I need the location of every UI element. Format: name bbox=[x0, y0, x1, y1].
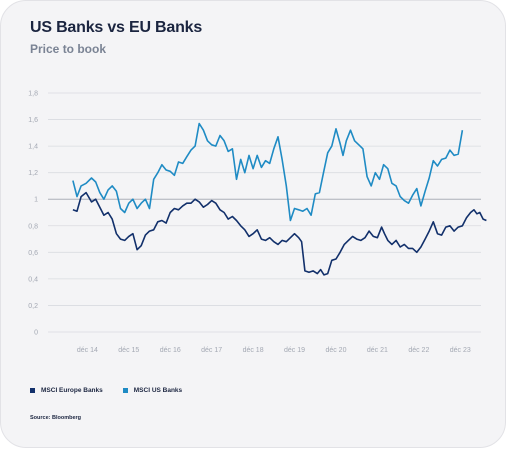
y-tick-label: 0,4 bbox=[28, 276, 38, 283]
y-tick-label: 1 bbox=[34, 197, 38, 204]
x-tick-label: déc 14 bbox=[77, 347, 98, 354]
legend-label-us: MSCI US Banks bbox=[133, 387, 183, 394]
chart-title: US Banks vs EU Banks bbox=[30, 19, 203, 36]
x-tick-label: déc 20 bbox=[325, 347, 346, 354]
x-tick-label: déc 22 bbox=[408, 347, 429, 354]
x-tick-label: déc 15 bbox=[118, 347, 139, 354]
legend-label-europe: MSCI Europe Banks bbox=[41, 387, 103, 394]
y-tick-label: 0,2 bbox=[28, 303, 38, 310]
x-tick-label: déc 23 bbox=[450, 347, 471, 354]
legend-item-us: MSCI US Banks bbox=[122, 387, 183, 394]
series-line-us-banks bbox=[72, 122, 464, 222]
x-tick-label: déc 16 bbox=[160, 347, 181, 354]
x-tick-label: déc 21 bbox=[367, 347, 388, 354]
legend-swatch-us bbox=[122, 388, 128, 393]
legend-item-europe: MSCI Europe Banks bbox=[30, 387, 103, 394]
y-tick-label: 0,8 bbox=[28, 223, 38, 230]
source-note: Source: Bloomberg bbox=[30, 415, 82, 421]
legend: MSCI Europe Banks MSCI US Banks bbox=[30, 387, 182, 394]
x-tick-label: déc 18 bbox=[243, 347, 264, 354]
legend-swatch-europe bbox=[30, 388, 35, 393]
x-tick-label: déc 19 bbox=[284, 347, 305, 354]
y-tick-label: 0,6 bbox=[28, 250, 38, 257]
y-tick-label: 1,8 bbox=[28, 91, 38, 98]
series-line-europe-banks bbox=[72, 191, 487, 276]
y-tick-label: 0 bbox=[34, 330, 38, 337]
chart-subtitle: Price to book bbox=[30, 42, 107, 56]
x-tick-label: déc 17 bbox=[201, 347, 222, 354]
y-tick-label: 1,2 bbox=[28, 170, 38, 177]
y-tick-label: 1,4 bbox=[28, 144, 38, 151]
y-tick-label: 1,6 bbox=[28, 117, 38, 124]
